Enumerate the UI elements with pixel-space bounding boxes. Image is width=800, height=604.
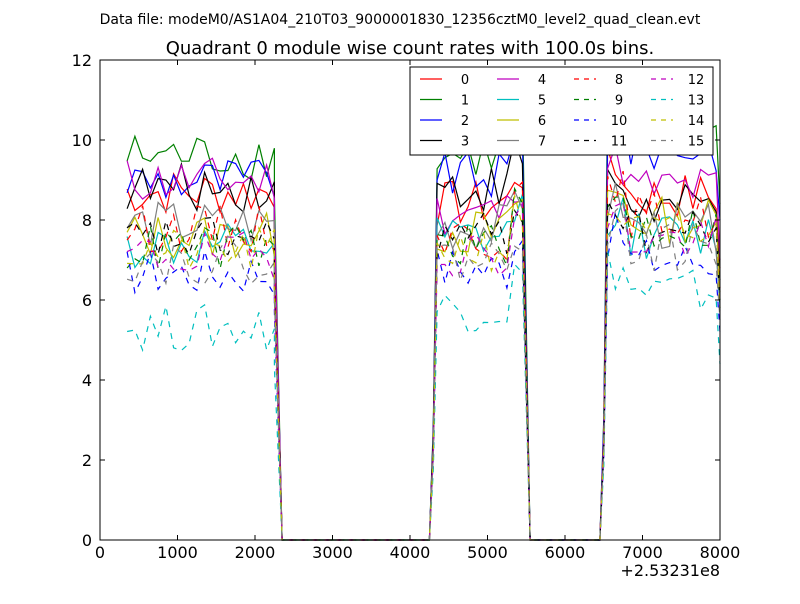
legend-label-4: 4 — [538, 73, 546, 88]
y-tick-label: 2 — [82, 451, 92, 470]
series-line-8 — [126, 170, 721, 541]
y-tick-label: 8 — [82, 211, 92, 230]
x-tick-label: 2000 — [235, 543, 276, 562]
legend-label-12: 12 — [688, 73, 705, 88]
x-tick-label: 8000 — [700, 543, 741, 562]
legend-label-13: 13 — [688, 94, 705, 109]
legend-label-0: 0 — [461, 73, 469, 88]
y-tick-label: 4 — [82, 371, 92, 390]
chart-title: Quadrant 0 module wise count rates with … — [166, 38, 655, 59]
legend-label-2: 2 — [461, 114, 469, 129]
x-tick-label: 5000 — [467, 543, 508, 562]
x-tick-label: 1000 — [157, 543, 198, 562]
legend-box — [409, 66, 714, 156]
legend-label-5: 5 — [538, 94, 546, 109]
series-line-3 — [126, 137, 721, 541]
x-tick-label: 0 — [95, 543, 105, 562]
legend-label-11: 11 — [611, 135, 628, 150]
series-line-10 — [126, 211, 721, 541]
y-tick-label: 12 — [72, 51, 92, 70]
series-line-9 — [126, 186, 721, 541]
legend-label-14: 14 — [688, 114, 705, 129]
series-line-13 — [126, 250, 721, 541]
x-tick-label: 3000 — [312, 543, 353, 562]
legend-label-10: 10 — [611, 114, 628, 129]
y-tick-label: 10 — [72, 131, 92, 150]
series-line-6 — [126, 189, 721, 541]
legend-label-15: 15 — [688, 135, 705, 150]
plot-lines — [126, 85, 721, 541]
series-line-7 — [126, 183, 721, 541]
series-line-2 — [126, 116, 721, 541]
series-line-14 — [127, 195, 721, 541]
x-tick-label: 7000 — [622, 543, 663, 562]
x-tick-label: 6000 — [545, 543, 586, 562]
legend-label-1: 1 — [461, 94, 469, 109]
legend-label-3: 3 — [461, 135, 469, 150]
legend-label-9: 9 — [615, 94, 623, 109]
series-line-5 — [126, 194, 721, 541]
y-tick-label: 0 — [82, 531, 92, 550]
axis-ticks: 0 1000 2000 3000 4000 5000 6000 7000 80000246810… — [72, 51, 741, 562]
x-offset-label: +2.53231e8 — [620, 561, 720, 580]
y-tick-label: 6 — [82, 291, 92, 310]
legend-label-7: 7 — [538, 135, 546, 150]
legend-label-6: 6 — [538, 114, 546, 129]
legend-label-8: 8 — [615, 73, 623, 88]
series-line-11 — [126, 198, 721, 541]
x-tick-label: 4000 — [390, 543, 431, 562]
series-line-0 — [126, 148, 721, 541]
figure-suptitle: Data file: modeM0/AS1A04_210T03_90000018… — [100, 12, 701, 28]
series-line-4 — [126, 144, 721, 541]
